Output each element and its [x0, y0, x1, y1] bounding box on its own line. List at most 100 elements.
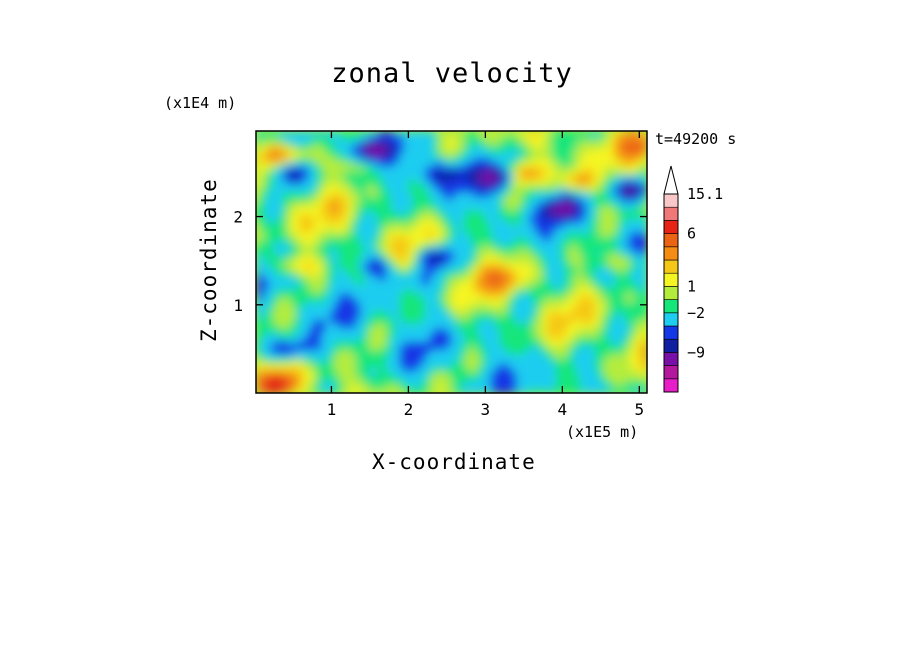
field-cell	[555, 205, 562, 211]
field-cell	[447, 231, 453, 237]
field-cell	[594, 174, 601, 180]
field-cell	[338, 139, 344, 145]
field-cell	[573, 283, 579, 290]
field-cell	[568, 344, 575, 351]
field-cell	[342, 296, 349, 303]
field-cell	[521, 371, 527, 377]
field-cell	[534, 327, 540, 333]
field-cell	[447, 253, 453, 259]
field-cell	[516, 318, 522, 325]
field-cell	[555, 240, 562, 246]
field-cell	[464, 340, 470, 346]
field-cell	[264, 152, 270, 159]
field-cell	[408, 227, 414, 233]
field-cell	[455, 240, 462, 246]
field-cell	[481, 200, 488, 207]
field-cell	[282, 152, 288, 159]
field-cell	[364, 344, 370, 351]
field-cell	[529, 187, 535, 194]
field-cell	[455, 248, 462, 255]
field-cell	[321, 144, 327, 150]
field-cell	[568, 187, 575, 194]
field-cell	[490, 296, 496, 303]
field-cell	[355, 209, 362, 215]
field-cell	[538, 371, 544, 377]
field-cell	[473, 318, 479, 325]
field-cell	[599, 174, 605, 180]
field-cell	[590, 262, 596, 268]
field-cell	[408, 192, 414, 198]
field-cell	[525, 213, 531, 220]
field-cell	[386, 375, 392, 381]
field-cell	[347, 192, 353, 198]
field-cell	[260, 152, 266, 159]
field-cell	[503, 270, 509, 276]
field-cell	[460, 222, 466, 228]
field-cell	[468, 279, 475, 285]
field-cell	[425, 235, 431, 242]
field-cell	[277, 279, 283, 285]
field-cell	[473, 344, 479, 351]
field-cell	[486, 248, 492, 255]
field-cell	[512, 279, 518, 285]
field-cell	[329, 135, 336, 141]
field-cell	[455, 148, 462, 154]
field-cell	[329, 235, 336, 242]
field-cell	[577, 209, 583, 215]
field-cell	[438, 331, 444, 338]
field-cell	[425, 349, 431, 355]
field-cell	[477, 344, 483, 351]
field-cell	[277, 310, 283, 316]
field-cell	[416, 305, 422, 311]
field-cell	[316, 144, 323, 150]
field-cell	[256, 301, 262, 307]
field-cell	[468, 331, 475, 338]
field-cell	[551, 331, 557, 338]
field-cell	[534, 275, 540, 281]
field-cell	[347, 139, 353, 145]
field-cell	[468, 314, 475, 320]
field-cell	[573, 240, 579, 246]
field-cell	[381, 366, 388, 373]
field-cell	[325, 144, 331, 150]
field-cell	[607, 192, 614, 198]
field-cell	[460, 253, 466, 259]
field-cell	[512, 205, 518, 211]
field-cell	[547, 279, 553, 285]
field-cell	[481, 257, 488, 263]
field-cell	[538, 144, 544, 150]
field-cell	[295, 353, 301, 359]
field-cell	[416, 240, 422, 246]
field-cell	[486, 257, 492, 263]
field-cell	[286, 279, 292, 285]
field-cell	[494, 279, 501, 285]
field-cell	[412, 384, 418, 390]
field-cell	[299, 235, 305, 242]
field-cell	[486, 187, 492, 194]
field-cell	[412, 170, 418, 176]
field-cell	[338, 227, 344, 233]
field-cell	[599, 314, 605, 320]
field-cell	[373, 344, 379, 351]
field-cell	[286, 270, 292, 276]
field-cell	[338, 388, 344, 393]
field-cell	[269, 388, 275, 393]
field-cell	[395, 192, 401, 198]
field-cell	[464, 248, 470, 255]
field-cell	[503, 213, 509, 220]
field-cell	[607, 179, 614, 185]
field-cell	[442, 375, 449, 381]
field-cell	[599, 327, 605, 333]
field-cell	[373, 275, 379, 281]
field-cell	[455, 253, 462, 259]
field-cell	[521, 135, 527, 141]
field-cell	[295, 135, 301, 141]
field-cell	[603, 222, 609, 228]
field-cell	[573, 292, 579, 298]
field-cell	[590, 270, 596, 276]
field-cell	[421, 170, 427, 176]
field-cell	[421, 358, 427, 364]
field-cell	[455, 139, 462, 145]
field-cell	[512, 148, 518, 154]
field-cell	[381, 170, 388, 176]
